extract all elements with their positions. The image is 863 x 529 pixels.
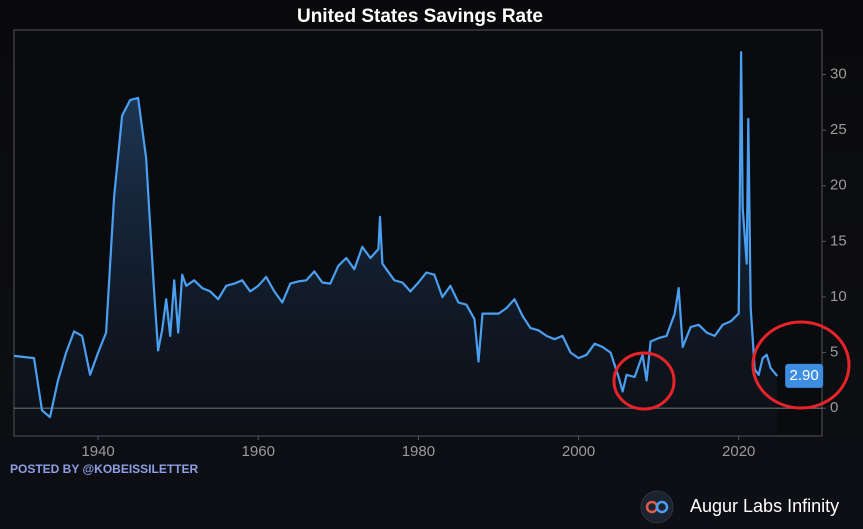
highlight-circle [612,351,676,411]
x-tick-label: 1960 [242,443,275,460]
logo-ring [655,500,669,514]
value-label: 2.90 [790,367,819,384]
y-tick-label: 10 [830,288,847,305]
footer-credit: POSTED BY @KOBEISSILETTER [10,462,199,476]
brand-logo [640,490,674,524]
chart-title: United States Savings Rate [297,6,543,27]
x-tick-label: 2020 [722,443,755,460]
y-tick-label: 15 [830,232,847,249]
y-tick-label: 30 [830,65,847,82]
y-tick-label: 25 [830,121,847,138]
highlight-circle [751,320,851,410]
brand-name: Augur Labs Infinity [690,496,839,516]
value-label-box [785,363,824,388]
x-tick-label: 1940 [81,443,114,460]
y-tick-label: 0 [830,399,838,416]
x-tick-label: 1980 [402,443,435,460]
x-tick-label: 2000 [562,443,595,460]
line [13,51,779,419]
area [14,52,778,436]
y-tick-label: 5 [830,344,838,361]
y-tick-label: 20 [830,177,847,194]
